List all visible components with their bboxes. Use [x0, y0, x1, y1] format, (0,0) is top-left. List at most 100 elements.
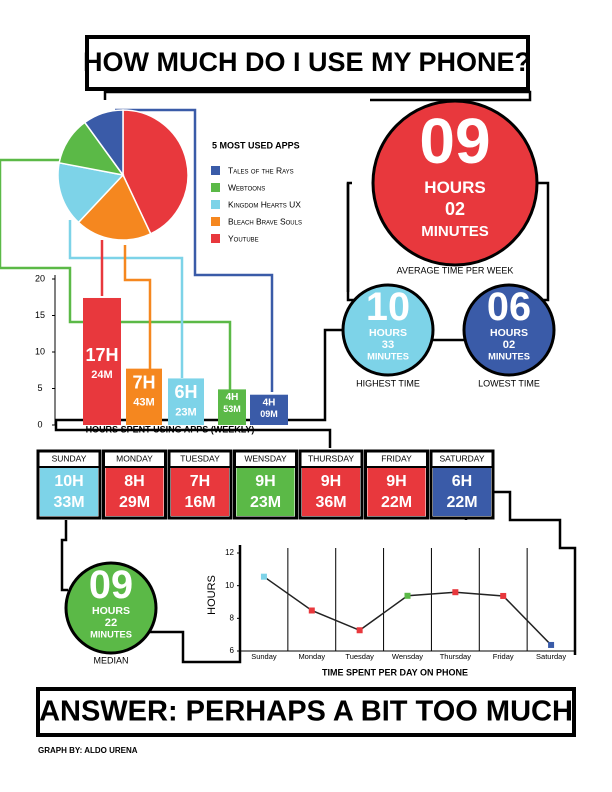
y-tick-label: 6 — [230, 646, 235, 655]
connector-line — [115, 108, 274, 392]
connector-line — [103, 90, 532, 102]
legend-label: Bleach Brave Souls — [228, 216, 302, 226]
stat-minutes-label: MINUTES — [367, 351, 409, 361]
bar — [83, 297, 121, 425]
stat-hours: 06 — [487, 285, 531, 329]
stat-caption: LOWEST TIME — [478, 378, 540, 388]
y-tick-label: 12 — [225, 548, 234, 557]
day-hours: 9H — [386, 473, 406, 490]
bar — [250, 394, 288, 425]
day-hours: 8H — [124, 473, 144, 490]
legend-swatch — [211, 200, 220, 209]
stat-minutes-label: MINUTES — [421, 223, 489, 240]
x-tick-label: Friday — [493, 652, 514, 661]
y-axis-label: HOURS — [206, 575, 218, 615]
stat-circle — [341, 283, 435, 377]
day-value-bg — [40, 468, 98, 516]
y-tick-label: 0 — [37, 419, 42, 429]
point — [308, 607, 315, 614]
day-minutes: 23M — [250, 494, 281, 511]
legend-swatch — [211, 217, 220, 226]
bar-value-label: 43M — [133, 397, 154, 409]
y-tick-label: 8 — [230, 613, 235, 622]
answer: ANSWER: PERHAPS A BIT TOO MUCH — [39, 696, 573, 728]
pie-slice — [57, 161, 125, 224]
legend-title: 5 MOST USED APPS — [212, 140, 300, 150]
stat-hours-label: HOURS — [92, 605, 130, 617]
stat-circle — [462, 283, 556, 377]
legend-swatch — [211, 166, 220, 175]
point — [404, 592, 411, 599]
day-minutes: 36M — [315, 494, 346, 511]
day-minutes: 22M — [446, 494, 477, 511]
day-header: THURSDAY — [308, 453, 354, 463]
point — [500, 592, 507, 599]
bar — [168, 378, 204, 425]
day-hours: 7H — [190, 473, 210, 490]
day-value-bg — [236, 468, 295, 516]
day-header: SATURDAY — [439, 453, 484, 463]
day-hours: 9H — [321, 473, 341, 490]
stat-hours: 09 — [419, 105, 490, 177]
y-tick-label: 10 — [35, 346, 45, 356]
day-value-bg — [171, 468, 229, 516]
day-value-bg — [367, 468, 426, 516]
day-value-bg — [302, 468, 360, 516]
connector-line — [0, 158, 232, 392]
stat-hours-label: HOURS — [369, 327, 407, 339]
legend-label: Webtoons — [228, 182, 265, 192]
day-minutes: 29M — [119, 494, 150, 511]
pie-slice — [77, 173, 152, 241]
stat-minutes-label: MINUTES — [90, 629, 132, 639]
x-tick-label: Thursday — [440, 652, 472, 661]
connector-line — [535, 181, 550, 302]
x-tick-label: Sunday — [251, 652, 277, 661]
title: HOW MUCH DO I USE MY PHONE? — [83, 47, 531, 77]
days-table: SUNDAY 10H 33M MONDAY 8H 29M TUESDAY 7H 16M WENSD… — [36, 449, 495, 520]
legend-label: Kingdom Hearts UX — [228, 199, 301, 209]
day-header: FRIDAY — [381, 453, 412, 463]
y-tick-label: 5 — [37, 383, 42, 393]
point — [548, 641, 555, 648]
stat-minutes: 22 — [105, 617, 117, 629]
y-tick-label: 20 — [35, 273, 45, 283]
line — [263, 576, 552, 646]
bar-value-label: 17H — [85, 345, 118, 365]
bar-value-label: 24M — [91, 369, 112, 381]
day-header: TUESDAY — [180, 453, 220, 463]
connector-line — [150, 545, 242, 664]
legend-label: Youtube — [228, 233, 259, 243]
credit: GRAPH BY: ALDO URENA — [38, 746, 138, 755]
pie-chart: Tales of the Rays Webtoons Kingdom Hearts … — [57, 109, 302, 243]
bar-value-label: 7H — [132, 372, 155, 392]
pie-slice — [122, 109, 189, 235]
stat-minutes: 02 — [445, 199, 465, 219]
stat-caption: MEDIAN — [93, 655, 128, 665]
day-minutes: 22M — [381, 494, 412, 511]
day-value-bg — [433, 468, 491, 516]
day-header: MONDAY — [116, 453, 153, 463]
bar-value-label: 09M — [260, 409, 278, 419]
day-hours: 6H — [452, 473, 472, 490]
day-hours: 10H — [54, 473, 83, 490]
stat-hours-label: HOURS — [424, 178, 485, 197]
connector-line — [123, 245, 152, 372]
day-minutes: 16M — [184, 494, 215, 511]
y-tick-label: 15 — [35, 310, 45, 320]
y-tick-label: 10 — [225, 581, 234, 590]
connector-line — [346, 181, 355, 302]
x-tick-label: Tuesday — [345, 652, 374, 661]
bar-value-label: 6H — [174, 382, 197, 402]
legend-label: Tales of the Rays — [228, 165, 294, 175]
day-header: WENSDAY — [244, 453, 287, 463]
legend-swatch — [211, 183, 220, 192]
bar — [126, 368, 162, 425]
title-box — [85, 35, 530, 91]
point — [356, 627, 363, 634]
day-header: SUNDAY — [52, 453, 87, 463]
point — [260, 573, 267, 580]
pie-slice — [83, 109, 124, 178]
